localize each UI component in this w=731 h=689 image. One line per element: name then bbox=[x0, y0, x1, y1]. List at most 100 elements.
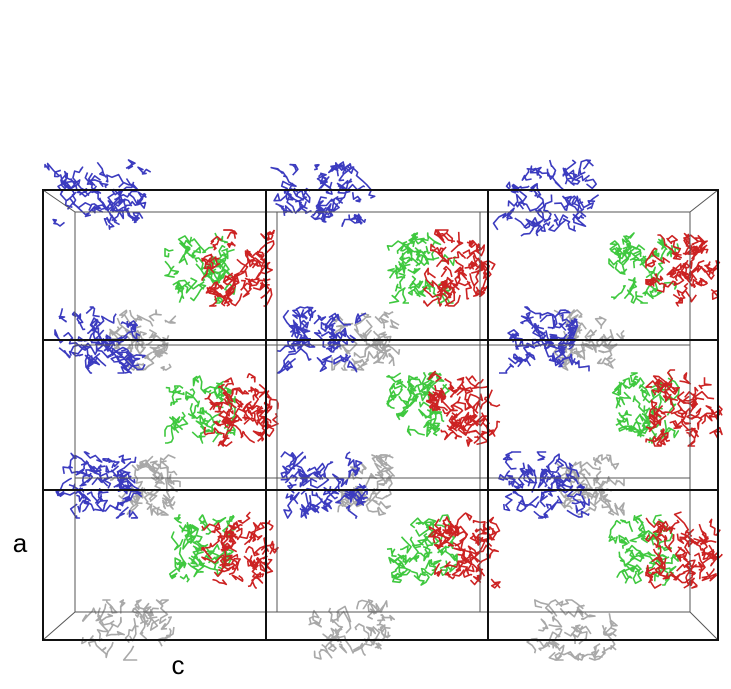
protein-chain bbox=[466, 376, 477, 388]
protein-chain bbox=[400, 537, 411, 553]
protein-chain bbox=[549, 616, 562, 627]
protein-chain bbox=[186, 392, 193, 401]
protein-chain bbox=[414, 574, 429, 585]
protein-chain bbox=[140, 621, 147, 639]
protein-chain bbox=[357, 600, 368, 609]
protein-chain bbox=[504, 494, 512, 511]
protein-chain bbox=[682, 419, 693, 430]
protein-chain bbox=[165, 316, 175, 323]
protein-chain bbox=[387, 549, 397, 557]
protein-chain bbox=[408, 426, 425, 436]
protein-chain bbox=[315, 650, 324, 659]
protein-chain bbox=[120, 310, 131, 324]
protein-chain bbox=[437, 258, 453, 267]
protein-chain bbox=[53, 220, 64, 227]
protein-chain bbox=[563, 168, 568, 179]
protein-chain bbox=[411, 518, 423, 528]
protein-chain bbox=[615, 382, 622, 394]
protein-chain bbox=[185, 278, 197, 293]
protein-chain bbox=[106, 175, 123, 183]
protein-chain bbox=[411, 571, 425, 579]
protein-chain bbox=[598, 358, 616, 364]
protein-chain bbox=[640, 260, 649, 274]
protein-chain bbox=[499, 364, 513, 373]
protein-chain bbox=[621, 520, 633, 532]
protein-chain bbox=[675, 512, 692, 536]
protein-chain bbox=[146, 503, 153, 515]
protein-chain bbox=[165, 249, 173, 257]
protein-chain bbox=[609, 536, 617, 543]
protein-chain bbox=[290, 165, 298, 176]
protein-chain bbox=[192, 432, 205, 443]
page: a c (() => { const data = JSON.parse(doc… bbox=[0, 0, 731, 689]
protein-chain bbox=[103, 600, 113, 608]
protein-chain bbox=[361, 352, 373, 366]
protein-chain bbox=[97, 162, 106, 177]
unit-cell-back bbox=[43, 190, 718, 640]
protein-chain bbox=[463, 568, 472, 577]
protein-chain bbox=[161, 455, 176, 462]
protein-chain bbox=[680, 373, 691, 384]
protein-chain bbox=[45, 164, 59, 176]
protein-chain bbox=[321, 177, 328, 188]
protein-chain bbox=[72, 347, 87, 356]
protein-chain bbox=[153, 506, 159, 515]
protein-chain bbox=[210, 296, 217, 306]
protein-chain bbox=[243, 415, 250, 424]
protein-chain bbox=[604, 362, 613, 368]
protein-chain bbox=[667, 236, 678, 244]
protein-chain bbox=[314, 316, 325, 324]
protein-chain bbox=[346, 452, 355, 467]
axis-label: a bbox=[13, 528, 28, 558]
protein-chain bbox=[596, 317, 606, 329]
protein-chain bbox=[647, 260, 656, 267]
protein-chain bbox=[89, 640, 106, 651]
protein-chain bbox=[172, 532, 183, 550]
protein-chain bbox=[619, 552, 625, 565]
protein-chain bbox=[435, 563, 442, 576]
protein-chain bbox=[538, 619, 547, 631]
protein-chain bbox=[544, 195, 552, 220]
protein-chain bbox=[180, 575, 189, 582]
protein-chain bbox=[522, 313, 534, 320]
protein-chain bbox=[609, 479, 624, 486]
protein-chain bbox=[191, 556, 198, 564]
protein-chain bbox=[470, 272, 479, 286]
protein-chain bbox=[346, 506, 357, 518]
cell-edge bbox=[690, 190, 718, 212]
protein-chain bbox=[585, 179, 596, 188]
protein-chain bbox=[295, 325, 299, 333]
protein-chain bbox=[442, 267, 452, 277]
protein-chain bbox=[146, 330, 156, 345]
protein-chain bbox=[261, 544, 278, 550]
protein-chain bbox=[160, 608, 168, 623]
protein-chain bbox=[109, 618, 121, 632]
protein-chain bbox=[189, 405, 199, 418]
protein-chain bbox=[179, 236, 193, 247]
protein-chain bbox=[258, 433, 264, 442]
protein-chain bbox=[633, 396, 644, 412]
protein-chain bbox=[129, 510, 137, 518]
protein-chain bbox=[322, 506, 328, 511]
protein-chain bbox=[86, 307, 100, 317]
protein-chain bbox=[575, 361, 589, 371]
protein-chain bbox=[100, 183, 108, 188]
protein-chain bbox=[339, 644, 347, 652]
protein-chain bbox=[611, 248, 622, 261]
protein-chain bbox=[640, 552, 655, 556]
cell-edge bbox=[43, 612, 75, 640]
protein-chain bbox=[441, 551, 457, 560]
protein-chain bbox=[365, 474, 377, 487]
cell-edge bbox=[690, 612, 718, 640]
protein-chain bbox=[83, 608, 96, 621]
protein-chain bbox=[127, 209, 138, 221]
protein-chain bbox=[225, 378, 234, 387]
protein-chain bbox=[157, 600, 169, 608]
protein-chain bbox=[537, 452, 546, 460]
protein-chain bbox=[76, 314, 85, 329]
cell-edge bbox=[43, 190, 718, 640]
protein-chain bbox=[241, 432, 254, 443]
protein-chain bbox=[276, 204, 285, 210]
protein-chain bbox=[71, 453, 86, 465]
molecules bbox=[45, 160, 722, 660]
